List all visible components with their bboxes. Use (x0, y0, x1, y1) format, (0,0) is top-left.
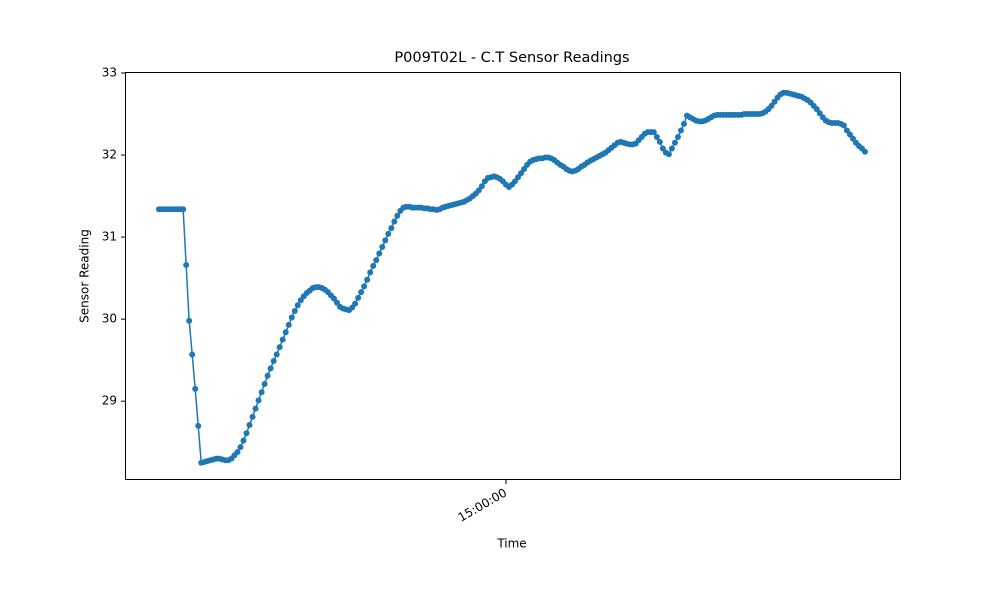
data-point (382, 237, 389, 244)
data-point (478, 183, 485, 190)
data-point (379, 243, 386, 250)
data-point (813, 106, 820, 113)
data-point (665, 151, 672, 158)
data-point (330, 295, 337, 302)
data-point (349, 304, 356, 311)
chart-title: P009T02L - C.T Sensor Readings (394, 50, 629, 66)
data-point (816, 110, 823, 117)
data-point (297, 297, 304, 304)
data-point (653, 134, 660, 141)
data-point (252, 405, 259, 412)
data-point (243, 430, 250, 437)
data-point (237, 444, 244, 451)
data-point (367, 269, 374, 276)
data-point (264, 372, 271, 379)
data-point (668, 145, 675, 152)
data-point (385, 230, 392, 237)
data-point (370, 262, 377, 269)
data-point (388, 225, 395, 232)
data-point (391, 218, 398, 225)
data-point (680, 120, 687, 127)
data-point (671, 139, 678, 146)
data-point (267, 365, 274, 372)
data-point (282, 329, 289, 336)
data-point (771, 98, 778, 105)
data-point (840, 122, 847, 129)
data-point (768, 102, 775, 109)
data-point (512, 178, 519, 185)
data-point (361, 283, 368, 290)
y-tick-label: 29 (102, 394, 117, 408)
data-point (674, 134, 681, 141)
data-point (518, 170, 525, 177)
data-point (240, 437, 247, 444)
data-point (656, 138, 663, 145)
y-tick-label: 33 (102, 66, 117, 80)
data-point (234, 449, 241, 456)
data-point (334, 299, 341, 306)
data-point (677, 127, 684, 134)
data-point (862, 148, 868, 155)
data-point (183, 262, 190, 269)
data-point (195, 422, 202, 429)
data-point (352, 300, 359, 307)
x-axis-label: Time (496, 537, 526, 551)
data-point (192, 385, 199, 392)
data-point (475, 187, 482, 194)
data-point (659, 145, 666, 152)
data-point (355, 294, 362, 301)
data-point (521, 166, 528, 173)
y-tick-label: 31 (102, 230, 117, 244)
y-tick-label: 30 (102, 312, 117, 326)
data-point (294, 302, 301, 309)
y-axis-label: Sensor Reading (78, 229, 92, 323)
data-point (261, 380, 268, 387)
data-point (291, 307, 298, 314)
data-point (258, 389, 265, 396)
data-point (255, 397, 262, 404)
data-point (394, 212, 401, 219)
data-point (376, 250, 383, 257)
y-tick-label: 32 (102, 148, 117, 162)
data-point (373, 257, 380, 264)
axes-frame (125, 72, 901, 480)
data-point (180, 206, 187, 213)
data-point (288, 314, 295, 321)
data-point (650, 129, 657, 136)
data-point (849, 135, 856, 142)
data-point (279, 336, 286, 343)
data-point (846, 131, 853, 138)
data-point (358, 289, 365, 296)
data-point (189, 351, 196, 358)
data-point (843, 127, 850, 134)
data-point (246, 422, 253, 429)
data-point (276, 344, 283, 351)
data-point (285, 321, 292, 328)
data-point (515, 174, 522, 181)
data-point (249, 413, 256, 420)
data-point (186, 317, 193, 324)
data-point (364, 276, 371, 283)
data-point (273, 351, 280, 358)
data-point (270, 358, 277, 365)
